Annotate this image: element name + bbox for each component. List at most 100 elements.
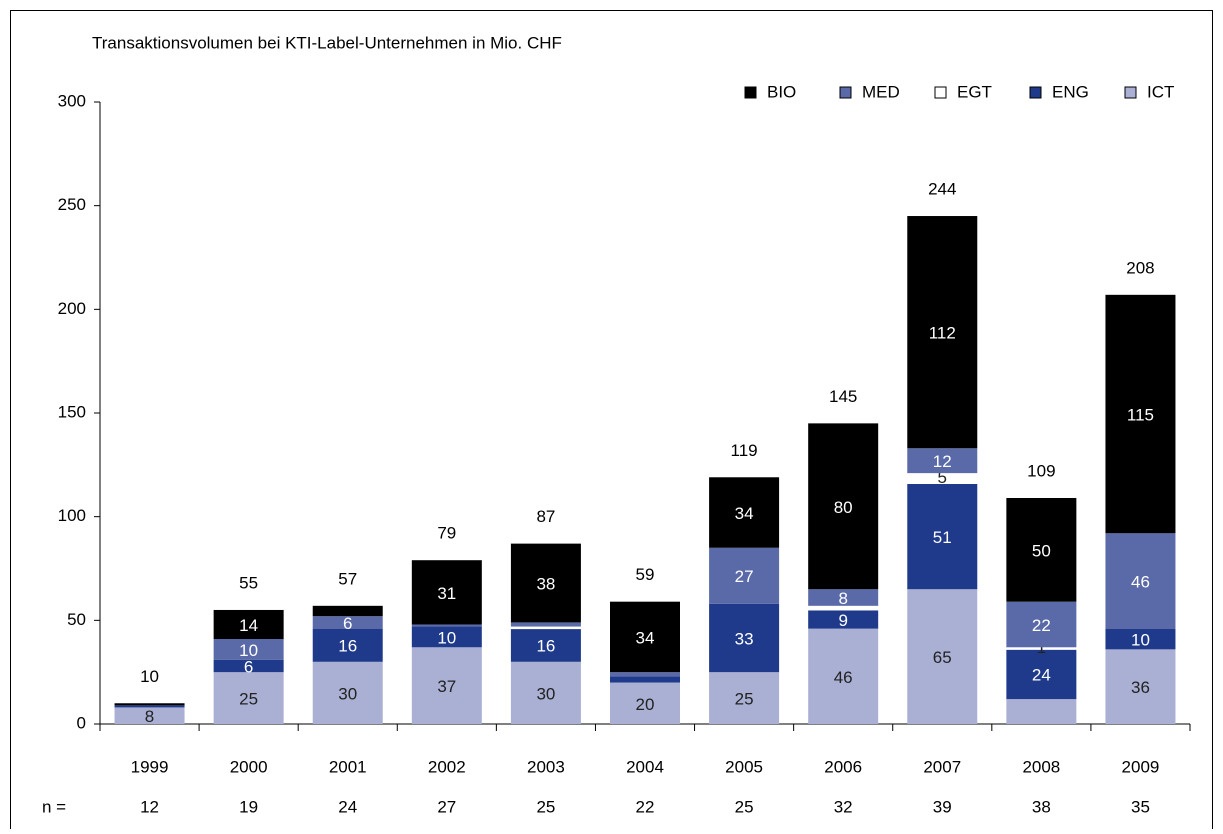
n-value: 35 (1131, 797, 1150, 816)
bar-segment (411, 647, 482, 724)
bar-value-label: 36 (1131, 678, 1150, 697)
bar-segment (709, 672, 780, 724)
legend-swatch (1029, 86, 1042, 99)
n-value: 25 (735, 797, 754, 816)
n-value: 22 (636, 797, 655, 816)
y-tick-label: 50 (67, 610, 86, 629)
bar-value-label: 25 (735, 690, 754, 709)
bar-value-label: 34 (735, 504, 754, 523)
bar-segment (510, 628, 581, 662)
bar-segment (808, 628, 879, 724)
bar-value-label: 9 (838, 611, 847, 630)
x-tick-label: 2007 (923, 757, 961, 776)
total-label: 145 (829, 387, 857, 406)
bar-segment (411, 626, 482, 648)
y-tick-label: 100 (58, 506, 86, 525)
bar-segment (1105, 533, 1176, 629)
total-label: 119 (731, 441, 758, 460)
x-tick-label: 2000 (230, 757, 268, 776)
n-value: 27 (437, 797, 456, 816)
bar-segment (312, 661, 383, 724)
x-tick-label: 2009 (1122, 757, 1160, 776)
bar-segment (709, 477, 780, 548)
bar-segment (709, 603, 780, 673)
bar-segment (312, 616, 383, 629)
bar-value-label: 6 (244, 657, 253, 676)
legend-label: ENG (1052, 82, 1089, 101)
bar-value-label: 6 (343, 614, 352, 633)
n-value: 25 (536, 797, 555, 816)
bar-value-label: 65 (933, 648, 952, 667)
bar-value-label: 16 (338, 637, 357, 656)
total-label: 109 (1027, 461, 1055, 480)
n-value: 12 (140, 797, 159, 816)
bar-segment (907, 216, 978, 449)
x-tick-label: 2004 (626, 757, 664, 776)
bar-value-label: 31 (437, 584, 456, 603)
bar-value-label: 20 (636, 695, 655, 714)
legend-swatch (744, 86, 757, 99)
bar-segment (114, 705, 185, 708)
total-label: 79 (437, 524, 456, 543)
total-label: 87 (536, 507, 555, 526)
bar-value-label: 12 (933, 452, 952, 471)
bar-segment (510, 626, 582, 630)
legend-swatch (934, 86, 947, 99)
bar-value-label: 22 (1032, 616, 1051, 635)
bar-segment (213, 609, 284, 639)
bar-value-label: 115 (1127, 406, 1154, 425)
bar-value-label: 30 (338, 684, 357, 703)
bar-value-label: 8 (145, 707, 154, 726)
n-value: 24 (338, 797, 357, 816)
bar-segment (907, 483, 978, 590)
bar-value-label: 5 (938, 468, 947, 487)
bar-value-label: 46 (1131, 572, 1150, 591)
bar-value-label: 8 (838, 589, 847, 608)
x-tick-label: 2003 (527, 757, 565, 776)
x-tick-label: 2006 (824, 757, 862, 776)
bar-value-label: 10 (239, 641, 258, 660)
bar-segment (709, 547, 780, 604)
bar-segment (411, 560, 482, 625)
bar-segment (213, 672, 284, 724)
bar-value-label: 46 (834, 668, 853, 687)
bar-segment (1006, 498, 1077, 602)
x-tick-label: 2002 (428, 757, 466, 776)
bar-value-label: 50 (1032, 541, 1051, 560)
y-tick-label: 200 (58, 299, 86, 318)
bar-segment (510, 661, 581, 724)
bar-segment (610, 601, 680, 673)
bar-segment (808, 589, 879, 606)
bar-segment (213, 659, 284, 673)
bar-value-label: 34 (636, 628, 655, 647)
bar-segment (213, 638, 284, 660)
y-tick-label: 250 (58, 195, 86, 214)
bar-value-label: 38 (536, 574, 555, 593)
bar-value-label: 10 (1131, 630, 1150, 649)
bar-segment (510, 622, 581, 627)
legend-label: ICT (1147, 82, 1174, 101)
bar-value-label: 30 (536, 684, 555, 703)
y-tick-label: 0 (77, 713, 86, 732)
bar-segment (510, 543, 581, 623)
y-tick-label: 300 (58, 91, 86, 110)
n-value: 38 (1032, 797, 1051, 816)
legend-label: EGT (957, 82, 992, 101)
bar-segment (1105, 294, 1176, 534)
bar-value-label: 80 (834, 498, 853, 517)
n-value: 32 (834, 797, 853, 816)
legend-swatch (1124, 86, 1137, 99)
bar-segment (610, 682, 680, 724)
total-label: 10 (140, 667, 159, 686)
bar-segment (907, 448, 978, 474)
bar-segment (1006, 601, 1077, 648)
bar-segment (114, 703, 185, 706)
bar-value-label: 24 (1032, 666, 1051, 685)
bar-segment (808, 609, 879, 629)
bar-value-label: 37 (437, 677, 456, 696)
total-label: 244 (928, 180, 956, 199)
bar-value-label: 51 (933, 528, 952, 547)
bar-value-label: 1 (1037, 638, 1046, 657)
